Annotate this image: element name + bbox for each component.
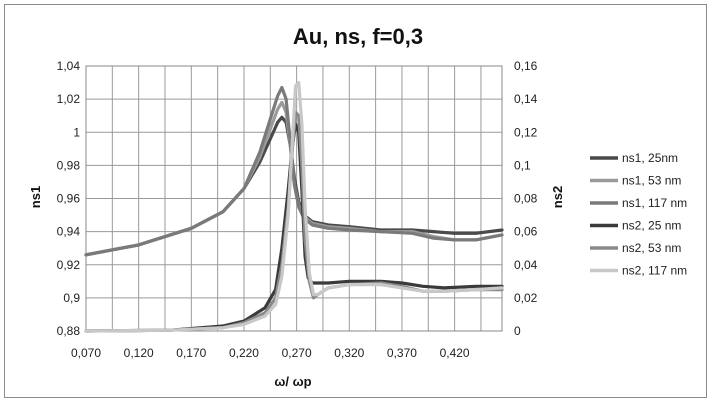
y2-tick-label: 0,02 (514, 291, 538, 305)
series-line (84, 122, 504, 333)
x-axis-title: ω/ ωp (274, 374, 311, 389)
y2-tick-label: 0,06 (514, 225, 538, 239)
y2-axis-title: ns2 (550, 186, 565, 208)
y2-tick-label: 0,14 (514, 92, 538, 106)
y-tick-label: 0,96 (57, 192, 81, 206)
series-line (84, 85, 504, 257)
series-layer (84, 80, 504, 333)
legend-label: ns1, 53 nm (622, 174, 681, 188)
x-tick-label: 0,420 (440, 346, 470, 360)
y2-tick-label: 0,04 (514, 258, 538, 272)
legend: ns1, 25nm ns1, 53 nm ns1, 117 nm ns2, 25 nm… (590, 151, 687, 278)
tick-labels: 0,88 0,9 0,92 0,94 0,96 0,98 1 1,02 1,04 0 0,02 0,0… (57, 59, 538, 360)
y-tick-label: 0,9 (63, 291, 80, 305)
legend-label: ns2, 117 nm (622, 264, 687, 278)
y2-tick-label: 0,12 (514, 125, 538, 139)
y2-tick-label: 0,08 (514, 192, 538, 206)
y-tick-label: 0,98 (57, 158, 81, 172)
y-tick-label: 1,04 (57, 59, 81, 73)
y2-tick-label: 0,1 (514, 158, 531, 172)
y2-tick-label: 0 (514, 324, 521, 338)
x-tick-label: 0,120 (124, 346, 154, 360)
x-tick-label: 0,370 (387, 346, 417, 360)
y2-tick-label: 0,16 (514, 59, 538, 73)
chart-title: Au, ns, f=0,3 (293, 24, 423, 49)
y-tick-label: 1 (73, 125, 80, 139)
y-tick-label: 0,92 (57, 258, 81, 272)
series-line (84, 80, 504, 333)
y-tick-label: 1,02 (57, 92, 81, 106)
x-tick-label: 0,070 (71, 346, 101, 360)
chart-frame (4, 4, 707, 398)
legend-label: ns1, 117 nm (622, 196, 687, 210)
y-tick-label: 0,88 (57, 324, 81, 338)
legend-label: ns2, 25 nm (622, 219, 681, 233)
legend-label: ns2, 53 nm (622, 241, 681, 255)
x-tick-label: 0,220 (229, 346, 259, 360)
y-tick-label: 0,94 (57, 225, 81, 239)
plot-area (85, 65, 503, 332)
x-tick-label: 0,270 (282, 346, 312, 360)
x-tick-label: 0,320 (334, 346, 364, 360)
legend-label: ns1, 25nm (622, 151, 678, 165)
y-axis-title: ns1 (28, 186, 43, 208)
x-tick-label: 0,170 (176, 346, 206, 360)
